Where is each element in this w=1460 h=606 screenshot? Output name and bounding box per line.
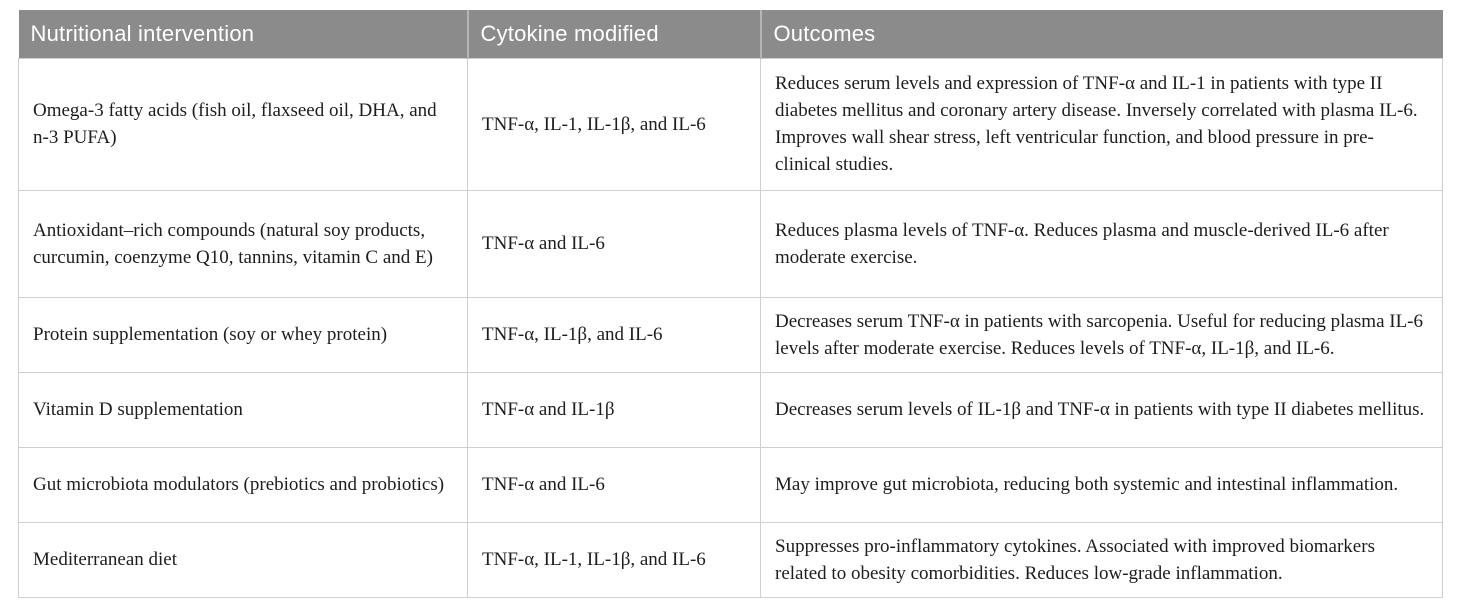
cytokine-cell: TNF-α, IL-1, IL-1β, and IL-6 — [467, 521, 761, 598]
cytokine-cell: TNF-α and IL-6 — [467, 446, 761, 523]
table-row: Gut microbiota modulators (prebiotics an… — [18, 446, 1443, 523]
outcomes-cell: Reduces serum levels and expression of T… — [760, 57, 1443, 191]
intervention-cell: Gut microbiota modulators (prebiotics an… — [18, 446, 468, 523]
outcomes-cell: May improve gut microbiota, reducing bot… — [760, 446, 1443, 523]
cytokine-cell: TNF-α and IL-1β — [467, 371, 761, 448]
header-row: Nutritional intervention Cytokine modifi… — [18, 10, 1443, 58]
table-body: Omega-3 fatty acids (fish oil, flaxseed … — [18, 57, 1443, 598]
outcomes-cell: Reduces plasma levels of TNF-α. Reduces … — [760, 189, 1443, 298]
intervention-cell: Protein supplementation (soy or whey pro… — [18, 296, 468, 373]
table-row: Antioxidant–rich compounds (natural soy … — [18, 189, 1443, 298]
table-header: Nutritional intervention Cytokine modifi… — [18, 10, 1443, 58]
outcomes-cell: Decreases serum TNF-α in patients with s… — [760, 296, 1443, 373]
table-row: Vitamin D supplementation TNF-α and IL-1… — [18, 371, 1443, 448]
outcomes-cell: Suppresses pro-inflammatory cytokines. A… — [760, 521, 1443, 598]
nutrition-cytokine-table-container: Nutritional intervention Cytokine modifi… — [18, 10, 1443, 598]
intervention-cell: Vitamin D supplementation — [18, 371, 468, 448]
column-header-nutritional-intervention: Nutritional intervention — [18, 10, 468, 58]
cytokine-cell: TNF-α, IL-1, IL-1β, and IL-6 — [467, 57, 761, 191]
cytokine-cell: TNF-α, IL-1β, and IL-6 — [467, 296, 761, 373]
intervention-cell: Omega-3 fatty acids (fish oil, flaxseed … — [18, 57, 468, 191]
table-row: Mediterranean diet TNF-α, IL-1, IL-1β, a… — [18, 521, 1443, 598]
intervention-cell: Mediterranean diet — [18, 521, 468, 598]
cytokine-cell: TNF-α and IL-6 — [467, 189, 761, 298]
intervention-cell: Antioxidant–rich compounds (natural soy … — [18, 189, 468, 298]
nutrition-cytokine-table: Nutritional intervention Cytokine modifi… — [18, 10, 1443, 598]
table-row: Omega-3 fatty acids (fish oil, flaxseed … — [18, 57, 1443, 191]
table-row: Protein supplementation (soy or whey pro… — [18, 296, 1443, 373]
column-header-outcomes: Outcomes — [759, 10, 1443, 58]
outcomes-cell: Decreases serum levels of IL-1β and TNF-… — [760, 371, 1443, 448]
column-header-cytokine-modified: Cytokine modified — [466, 10, 761, 58]
